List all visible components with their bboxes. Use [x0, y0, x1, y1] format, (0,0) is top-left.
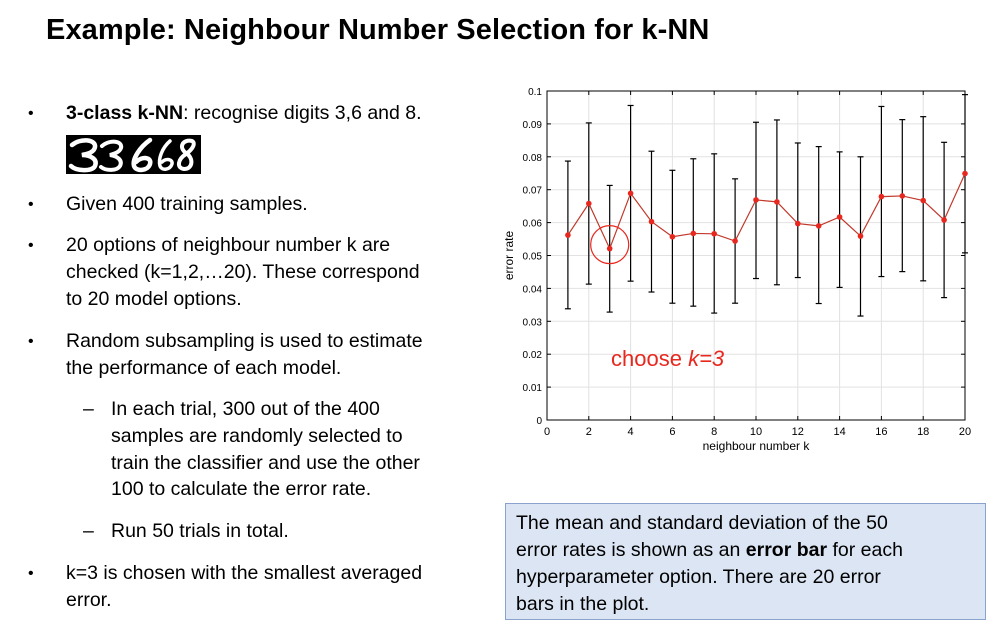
sub-bullet-text: samples are randomly selected to [111, 425, 403, 447]
y-tick-label: 0.09 [523, 120, 543, 131]
bullet-text: error. [66, 589, 112, 611]
x-tick-label: 20 [959, 426, 971, 438]
bullet-text: to 20 model options. [66, 288, 242, 310]
page-title: Example: Neighbour Number Selection for … [46, 14, 710, 46]
x-tick-label: 10 [750, 426, 762, 438]
note-line: error rates is shown as an error bar for… [516, 537, 985, 564]
x-tick-label: 2 [586, 426, 592, 438]
sub-bullet-text: Run 50 trials in total. [111, 520, 289, 542]
mean-point [962, 170, 968, 177]
mean-point [753, 197, 759, 203]
y-tick-label: 0.07 [523, 186, 543, 197]
bullet-text: k=3 is chosen with the smallest averaged [66, 562, 423, 584]
mean-point [857, 233, 864, 239]
y-tick-label: 0.01 [523, 383, 543, 394]
bullet-dot: • [28, 105, 34, 122]
choose-k-annotation: choose k=3 [611, 346, 725, 371]
note-text: for each [827, 539, 903, 561]
bullet-dot: • [28, 565, 34, 582]
mean-point [732, 238, 738, 244]
bullet-dot: • [28, 237, 34, 254]
mean-point [606, 245, 613, 252]
mean-point [878, 193, 885, 200]
x-tick-label: 0 [544, 426, 550, 438]
x-tick-label: 12 [792, 426, 804, 438]
y-tick-label: 0.08 [523, 153, 543, 164]
highlight-circle [590, 224, 630, 265]
note-line: hyperparameter option. There are 20 erro… [516, 566, 881, 588]
bullet-text: : recognise digits 3,6 and 8. [183, 102, 422, 124]
x-tick-label: 18 [917, 426, 929, 438]
bullet-text: Given 400 training samples. [66, 193, 308, 215]
y-tick-label: 0.06 [523, 219, 543, 230]
mean-point [899, 193, 906, 199]
bullet-text: the performance of each model. [66, 357, 342, 379]
x-tick-label: 4 [628, 426, 634, 438]
error-rate-chart: 0 2 4 6 8 10 12 14 16 18 20 0 0.01 0.02 0.03 0.04 0.05 0.… [502, 87, 971, 453]
bullet-text: checked (k=1,2,…20). These correspond [66, 261, 420, 283]
x-tick-label: 14 [833, 426, 845, 438]
sub-bullet-dash: – [83, 520, 94, 542]
mean-point [690, 230, 697, 237]
mean-point [815, 223, 822, 229]
mean-point [795, 220, 801, 227]
y-tick-label: 0.03 [523, 317, 543, 328]
mean-point [586, 200, 592, 207]
mean-point [711, 230, 717, 237]
bullet-dot: • [28, 196, 34, 213]
mean-point [774, 199, 780, 205]
sub-bullet-text: 100 to calculate the error rate. [111, 478, 372, 500]
error-bar-note-box: The mean and standard deviation of the 5… [505, 503, 986, 620]
x-axis-label: neighbour number k [703, 439, 811, 453]
sub-bullet-dash: – [83, 398, 94, 420]
x-tick-label: 16 [875, 426, 887, 438]
note-line: The mean and standard deviation of the 5… [516, 512, 888, 534]
note-bold-text: error bar [745, 539, 828, 561]
bullet-text: Random subsampling is used to estimate [66, 330, 423, 352]
digit-samples-image [66, 135, 201, 174]
annotation-italic-text: k=3 [688, 346, 725, 371]
y-tick-label: 0 [536, 416, 542, 427]
mean-point [920, 197, 926, 204]
x-tick-label: 6 [669, 426, 675, 438]
y-tick-label: 0.04 [523, 284, 543, 295]
bullet-bold-text: 3-class k-NN [66, 102, 184, 124]
sub-bullet-text: In each trial, 300 out of the 400 [111, 398, 380, 420]
y-tick-label: 0.02 [523, 350, 543, 361]
mean-point [836, 214, 843, 220]
mean-point [565, 232, 571, 238]
y-tick-label: 0.05 [523, 252, 543, 263]
note-text: error rates is shown as an [516, 539, 746, 561]
mean-error-line [567, 173, 966, 251]
mean-point [648, 218, 655, 225]
note-line: bars in the plot. [516, 593, 650, 615]
mean-point [627, 190, 634, 197]
sub-bullet-text: train the classifier and use the other [111, 452, 420, 474]
x-tick-label: 8 [711, 426, 717, 438]
y-tick-label: 0.1 [528, 87, 542, 98]
y-axis-label: error rate [502, 231, 516, 281]
mean-point [669, 233, 676, 240]
bullet-dot: • [28, 333, 34, 350]
mean-point [941, 217, 947, 223]
annotation-plain-text: choose [611, 346, 688, 371]
bullet-text: 20 options of neighbour number k are [66, 234, 391, 256]
